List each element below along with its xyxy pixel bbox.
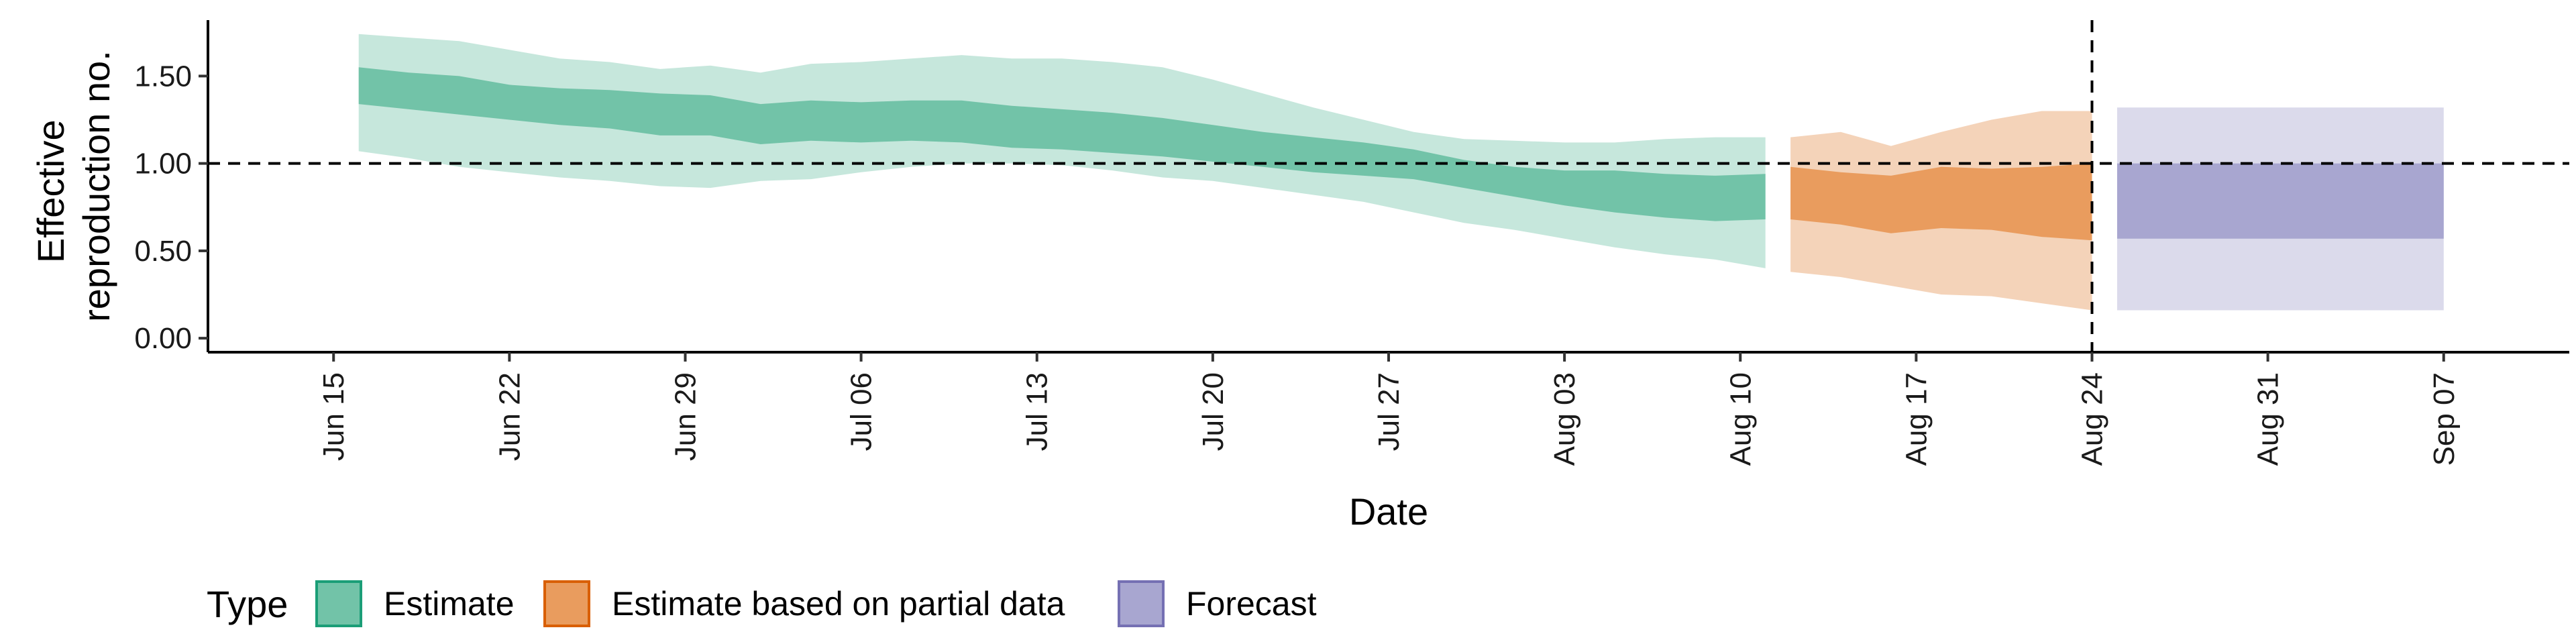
y-tick-label: 0.00 (134, 322, 192, 355)
x-tick-label: Aug 24 (2076, 372, 2109, 466)
x-tick-label: Jun 29 (669, 372, 702, 461)
series-estimate-based-on-partial-data (1790, 111, 2092, 311)
y-tick-label: 1.50 (134, 60, 192, 93)
legend-item: Estimate based on partial data (543, 580, 1065, 627)
legend-title: Type (207, 583, 288, 625)
legend-swatch (1118, 580, 1165, 627)
y-tick-label: 0.50 (134, 235, 192, 268)
x-tick-labels: Jun 15 Jun 22 Jun 29 Jul 06 Jul 13 Jul 20 Jul … (317, 372, 2461, 466)
x-tick-label: Jun 22 (493, 372, 526, 461)
x-tick-label: Jul 27 (1373, 372, 1405, 451)
legend-item: Forecast (1118, 580, 1317, 627)
x-axis-title: Date (1349, 490, 1428, 533)
x-tick-label: Sep 07 (2428, 372, 2461, 466)
x-tick-label: Jul 13 (1021, 372, 1054, 451)
x-tick-label: Aug 31 (2252, 372, 2285, 466)
legend-swatch (543, 580, 590, 627)
inner-credible-band (2117, 163, 2444, 239)
x-tick-label: Jul 20 (1197, 372, 1230, 451)
inner-credible-band (1790, 163, 2092, 241)
y-axis-title: Effective reproduction no. (30, 50, 117, 322)
legend-label: Estimate (384, 585, 515, 623)
legend-label: Forecast (1186, 585, 1317, 623)
y-tick-labels: 0.00 0.50 1.00 1.50 (134, 60, 192, 355)
legend-label: Estimate based on partial data (612, 585, 1065, 623)
legend: Type Estimate Estimate based on partial d… (207, 580, 1317, 627)
y-axis-title-line-2: reproduction no. (75, 50, 117, 322)
series-forecast (2117, 107, 2444, 311)
x-tick-label: Jul 06 (845, 372, 878, 451)
x-tick-label: Jun 15 (317, 372, 350, 461)
legend-swatch (315, 580, 362, 627)
y-tick-label: 1.00 (134, 148, 192, 180)
x-tick-label: Aug 10 (1724, 372, 1757, 466)
legend-item: Estimate (315, 580, 515, 627)
axes (199, 20, 2569, 362)
x-tick-label: Aug 03 (1548, 372, 1581, 466)
series-estimate (358, 34, 1766, 268)
inner-credible-band (358, 67, 1766, 221)
reference-lines (208, 20, 2569, 352)
series-bands (358, 34, 2444, 311)
outer-credible-band (358, 34, 1766, 268)
y-axis-title-line-1: Effective (30, 119, 72, 263)
x-tick-label: Aug 17 (1900, 372, 1933, 466)
